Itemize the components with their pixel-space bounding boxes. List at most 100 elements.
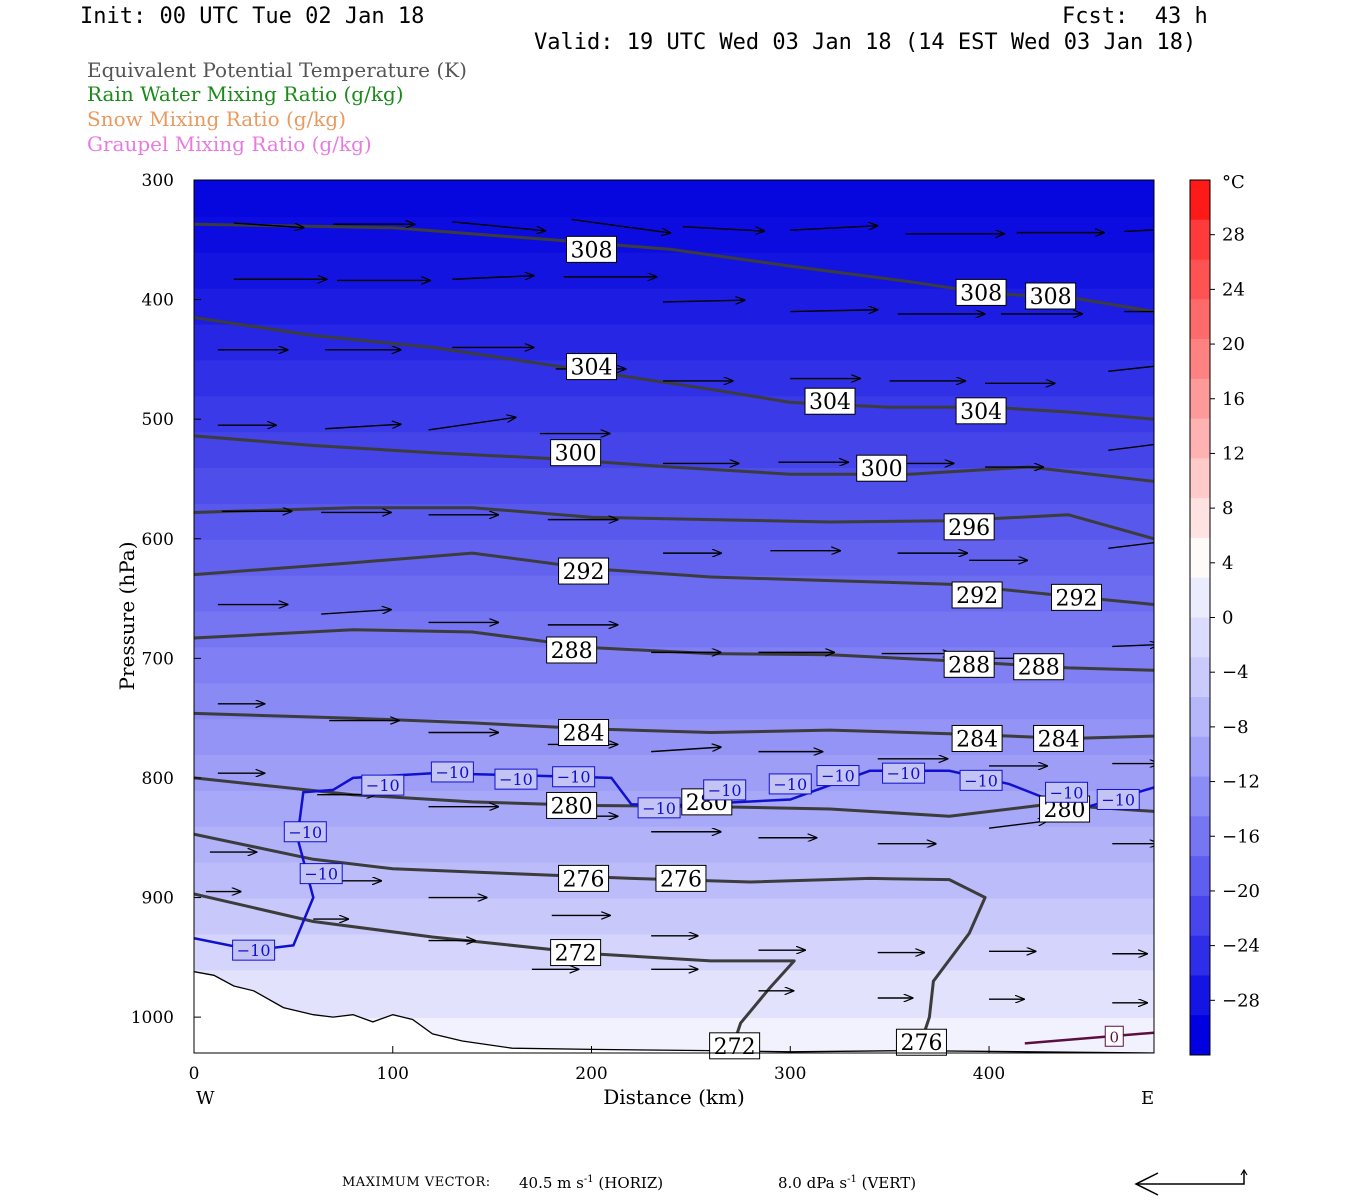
contour-label: 308 xyxy=(566,235,618,263)
temperature-band xyxy=(194,250,1154,289)
contour-label: 308 xyxy=(1025,282,1077,310)
temperature-band xyxy=(194,968,1154,1019)
svg-text:−10: −10 xyxy=(1050,783,1084,802)
colorbar-swatch xyxy=(1190,895,1210,937)
contour-label: 280 xyxy=(546,791,598,819)
wind-vector xyxy=(571,218,671,233)
svg-text:−10: −10 xyxy=(708,781,742,800)
temperature-band xyxy=(194,322,1154,361)
colorbar-swatch xyxy=(1190,657,1210,698)
max-vector-horiz: 40.5 m s-1 (HORIZ) xyxy=(519,1174,663,1192)
x-end-label-west: W xyxy=(196,1088,215,1109)
colorbar-swatch xyxy=(1190,458,1210,499)
horiz-tag: (HORIZ) xyxy=(598,1174,664,1192)
theta-e-contour-304 xyxy=(194,316,1154,421)
svg-text:−10: −10 xyxy=(1101,790,1135,809)
svg-text:288: 288 xyxy=(551,639,593,664)
colorbar-swatch xyxy=(1190,259,1210,300)
contour-label: 304 xyxy=(804,387,856,415)
wind-vector xyxy=(428,417,516,431)
svg-text:308: 308 xyxy=(1030,285,1072,310)
max-vector-label: MAXIMUM VECTOR: xyxy=(342,1175,491,1190)
colorbar-swatch xyxy=(1190,1015,1210,1056)
svg-text:304: 304 xyxy=(960,400,1002,425)
colorbar-swatch xyxy=(1190,498,1210,539)
isotherm-label: −10 xyxy=(361,774,405,796)
temperature-band xyxy=(194,681,1154,720)
theta-e-contour-296 xyxy=(194,506,1154,541)
svg-text:288: 288 xyxy=(1018,656,1060,681)
max-vector-arrow-icon xyxy=(1134,1168,1248,1196)
horiz-value: 40.5 m s xyxy=(519,1174,584,1192)
temperature-band xyxy=(194,824,1154,863)
wind-vector xyxy=(452,276,533,280)
contour-label: 296 xyxy=(943,513,995,541)
wind-vector xyxy=(325,424,400,430)
contour-label: 288 xyxy=(546,636,598,664)
colorbar-swatch xyxy=(1190,617,1210,658)
temperature-band xyxy=(194,573,1154,612)
colorbar-tick-label: 8 xyxy=(1222,498,1233,519)
wind-vector xyxy=(452,221,545,231)
x-tick-label: 300 xyxy=(774,1064,806,1084)
isotherm-label: −10 xyxy=(232,939,276,961)
temperature-band xyxy=(194,214,1154,253)
colorbar-tick-label: −4 xyxy=(1222,662,1249,683)
colorbar-tick-label: −12 xyxy=(1222,772,1260,793)
svg-text:−10: −10 xyxy=(366,776,400,795)
valid-time: Valid: 19 UTC Wed 03 Jan 18 (14 EST Wed … xyxy=(534,30,1197,55)
contour-label: 308 xyxy=(955,278,1007,306)
x-axis-title: Distance (km) xyxy=(603,1085,745,1109)
contour-label: 276 xyxy=(655,864,707,892)
wind-vector xyxy=(790,310,877,312)
isotherm-label: −10 xyxy=(430,761,474,783)
svg-text:−10: −10 xyxy=(964,771,998,790)
temperature-band xyxy=(194,180,1154,217)
isotherm-label: −10 xyxy=(283,821,327,843)
wind-vector xyxy=(1124,229,1154,233)
contour-label: 292 xyxy=(1050,583,1102,611)
contour-label: 284 xyxy=(951,724,1003,752)
temperature-band xyxy=(194,609,1154,648)
isotherm-label: −10 xyxy=(637,797,681,819)
y-tick-label: 300 xyxy=(142,171,174,191)
x-end-label-east: E xyxy=(1141,1088,1154,1109)
temperature-band xyxy=(194,394,1154,433)
theta-e-contour-300 xyxy=(194,434,1154,483)
colorbar-swatch xyxy=(1190,776,1210,817)
colorbar-swatch xyxy=(1190,418,1210,459)
svg-text:292: 292 xyxy=(563,560,605,585)
wind-vector xyxy=(321,610,391,615)
field-label-graupel: Graupel Mixing Ratio (g/kg) xyxy=(87,132,372,156)
svg-text:−10: −10 xyxy=(499,770,533,789)
freezing-line xyxy=(1024,1031,1154,1045)
contour-label: 272 xyxy=(550,939,602,967)
isotherm-label: −10 xyxy=(768,773,812,795)
vert-value: 8.0 dPa s xyxy=(778,1174,848,1192)
svg-text:276: 276 xyxy=(563,867,605,892)
theta-e-contour-276 xyxy=(194,832,987,1048)
colorbar-tick-label: −20 xyxy=(1222,881,1260,902)
temperature-band xyxy=(194,896,1154,935)
svg-text:296: 296 xyxy=(948,516,990,541)
colorbar-swatch xyxy=(1190,856,1210,897)
colorbar-tick-label: −8 xyxy=(1222,717,1249,738)
y-axis-title: Pressure (hPa) xyxy=(115,542,139,691)
field-label-theta-e: Equivalent Potential Temperature (K) xyxy=(87,58,467,82)
temperature-band xyxy=(194,358,1154,397)
svg-text:−10: −10 xyxy=(821,767,855,786)
colorbar-swatch xyxy=(1190,180,1210,221)
svg-text:272: 272 xyxy=(555,942,597,967)
x-tick-label: 0 xyxy=(189,1064,200,1084)
contour-label: 276 xyxy=(558,864,610,892)
x-tick-label: 200 xyxy=(575,1064,607,1084)
isotherm-label: −10 xyxy=(959,769,1003,791)
isotherm-label: −10 xyxy=(1096,788,1140,810)
terrain-fill xyxy=(194,971,1154,1053)
svg-text:0: 0 xyxy=(1109,1028,1119,1046)
vert-tag: (VERT) xyxy=(861,1174,917,1192)
colorbar-swatch xyxy=(1190,816,1210,857)
field-label-rain: Rain Water Mixing Ratio (g/kg) xyxy=(87,82,404,106)
colorbar-tick-label: −28 xyxy=(1222,990,1260,1011)
